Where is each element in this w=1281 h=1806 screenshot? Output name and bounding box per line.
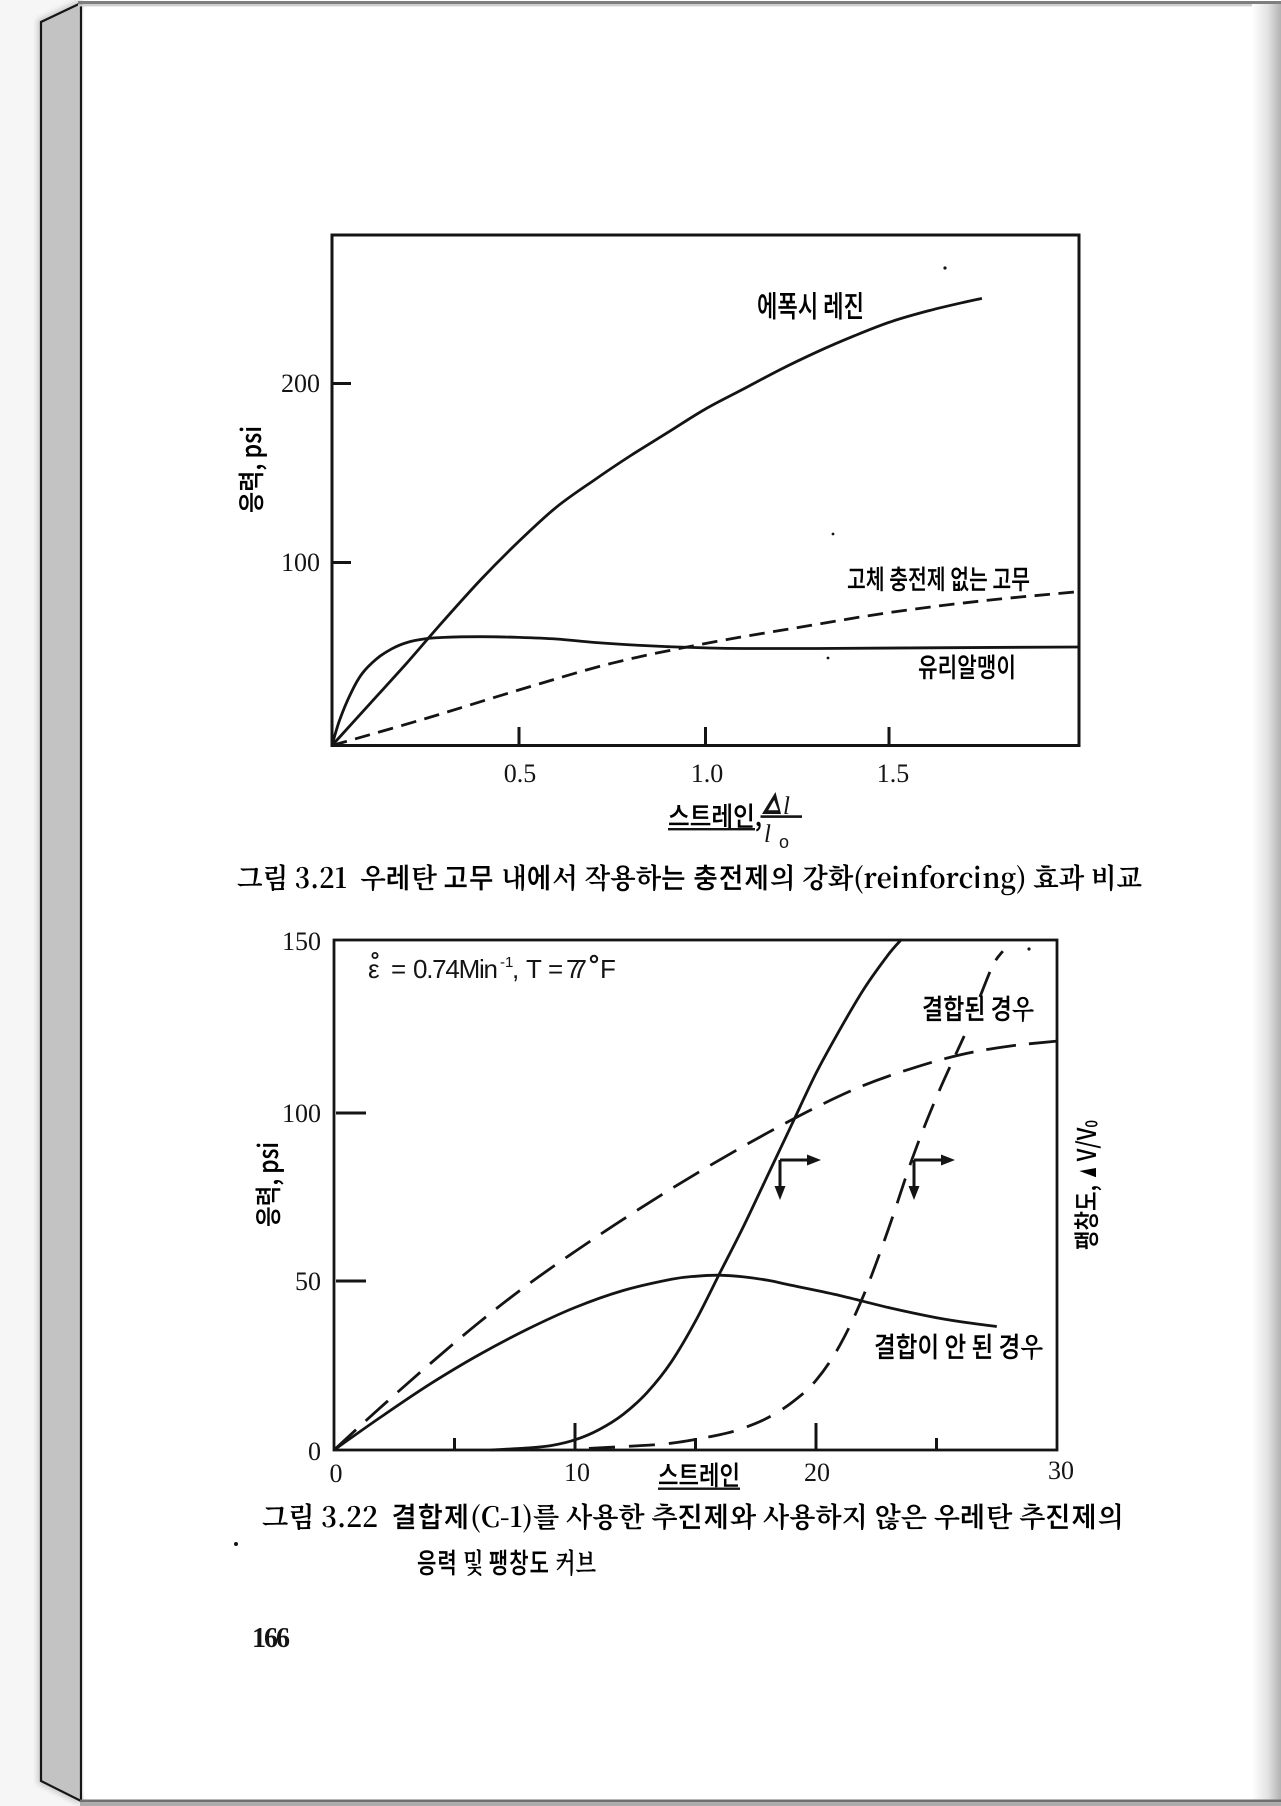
svg-text:50: 50 (295, 1267, 321, 1296)
svg-text:200: 200 (281, 369, 320, 398)
svg-text:77: 77 (566, 954, 587, 984)
svg-text:=: = (391, 954, 406, 984)
svg-text:100: 100 (281, 548, 320, 577)
svg-text:20: 20 (804, 1458, 830, 1487)
svg-text:0.74Min: 0.74Min (413, 954, 498, 984)
svg-text:-1: -1 (500, 954, 513, 971)
svg-text:1.5: 1.5 (877, 759, 910, 788)
svg-text:0.5: 0.5 (504, 759, 537, 788)
svg-text:30: 30 (1048, 1456, 1074, 1485)
svg-text:ε: ε (368, 954, 380, 984)
svg-text:l: l (783, 793, 790, 820)
svg-text:=: = (548, 954, 563, 984)
svg-text:166: 166 (252, 1623, 290, 1654)
svg-text:150: 150 (282, 927, 321, 956)
svg-text:l: l (764, 821, 771, 848)
svg-text:F: F (600, 954, 616, 984)
svg-text:,: , (512, 954, 519, 984)
svg-text:1.0: 1.0 (691, 759, 724, 788)
svg-text:100: 100 (282, 1099, 321, 1128)
svg-text:T: T (526, 954, 542, 984)
svg-text:0: 0 (308, 1437, 321, 1466)
svg-text:0: 0 (330, 1459, 343, 1488)
svg-text:o: o (779, 832, 789, 852)
svg-text:10: 10 (564, 1458, 590, 1487)
